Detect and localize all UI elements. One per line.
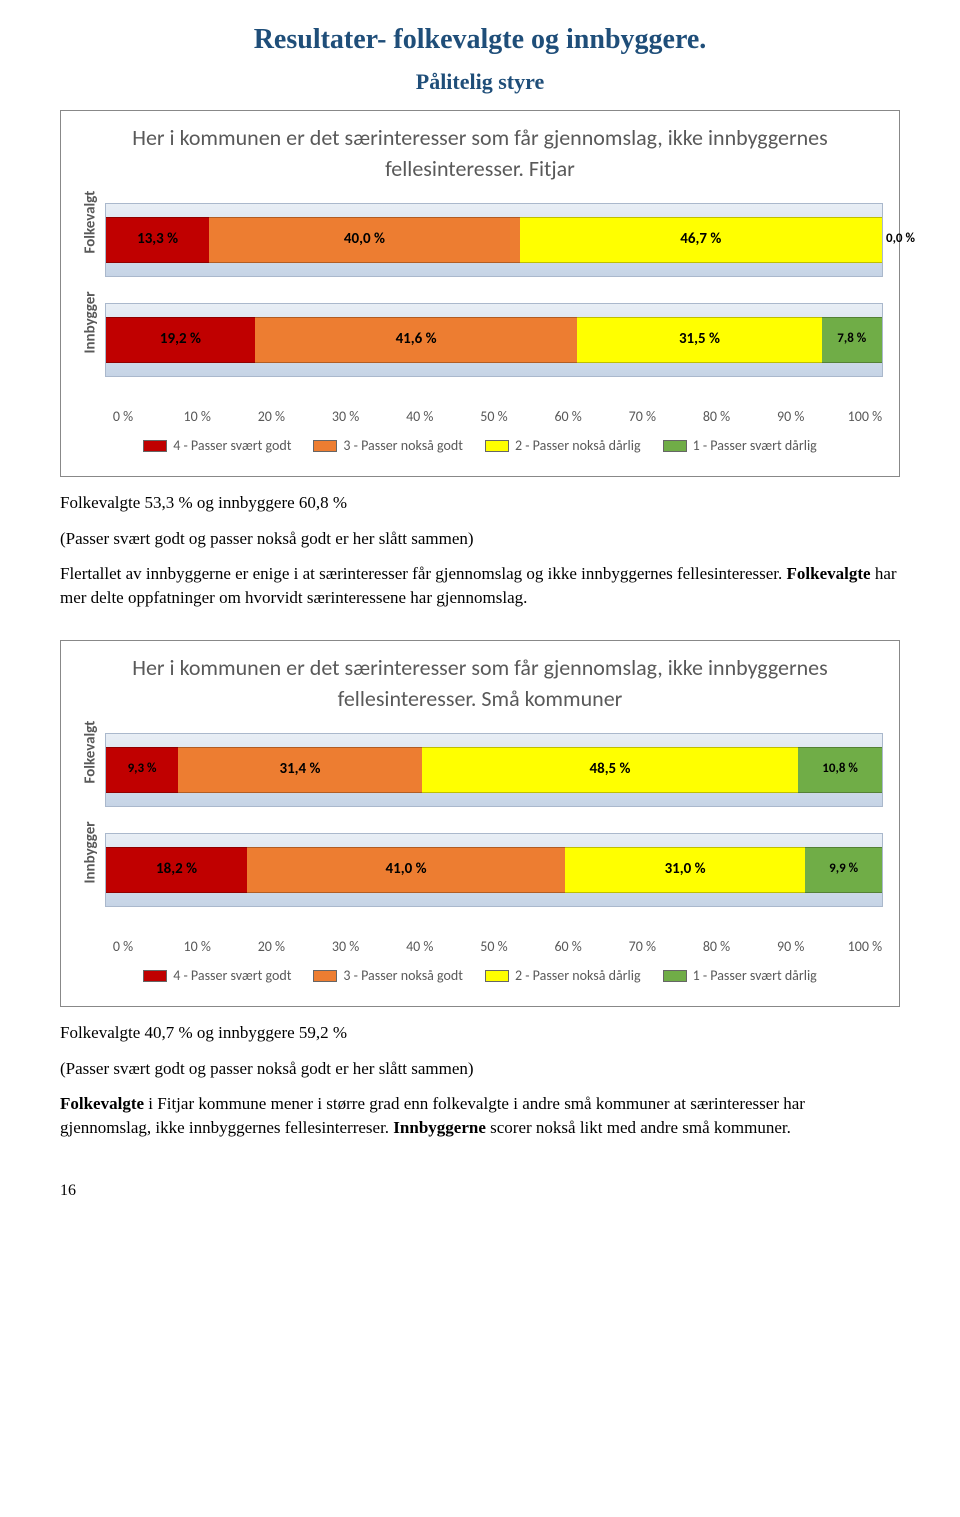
swatch-4 xyxy=(143,970,167,982)
x-tick: 60 % xyxy=(550,937,586,957)
bar-segment: 9,3 % xyxy=(106,747,178,793)
chart-fitjar: Her i kommunen er det særinteresser som … xyxy=(60,110,900,477)
x-tick: 80 % xyxy=(699,937,735,957)
summary-3b: (Passer svært godt og passer nokså godt … xyxy=(60,1057,900,1081)
bar-segment: 10,8 % xyxy=(798,747,882,793)
swatch-2 xyxy=(485,440,509,452)
x-tick: 20 % xyxy=(253,407,289,427)
x-tick: 80 % xyxy=(699,407,735,427)
chart2-row-innbygger: Innbygger 18,2 %41,0 %31,0 %9,9 % xyxy=(77,833,883,907)
legend-label: 3 - Passer nokså godt xyxy=(343,436,463,456)
bar-segment: 18,2 % xyxy=(106,847,247,893)
legend-label: 4 - Passer svært godt xyxy=(173,436,291,456)
bar-segment: 31,0 % xyxy=(565,847,805,893)
bar-track: 18,2 %41,0 %31,0 %9,9 % xyxy=(105,833,883,907)
axis-label-innbygger: Innbygger xyxy=(81,856,102,884)
bar-segment: 40,0 % xyxy=(209,217,519,263)
x-tick: 30 % xyxy=(328,407,364,427)
legend: 4 - Passer svært godt 3 - Passer nokså g… xyxy=(77,966,883,986)
bar-segment: 31,4 % xyxy=(178,747,422,793)
bar-segment: 9,9 % xyxy=(805,847,882,893)
bar-segment: 7,8 % xyxy=(822,317,882,363)
x-axis: 0 % 10 % 20 % 30 % 40 % 50 % 60 % 70 % 80 % 90 % 1… xyxy=(105,933,883,967)
x-axis: 0 % 10 % 20 % 30 % 40 % 50 % 60 % 70 % 80 % 90 % 1… xyxy=(105,403,883,437)
legend-label: 3 - Passer nokså godt xyxy=(343,966,463,986)
summary-3a: Folkevalgte 40,7 % og innbyggere 59,2 % xyxy=(60,1021,900,1045)
x-tick: 30 % xyxy=(328,937,364,957)
chart1-row-innbygger: Innbygger 19,2 %41,6 %31,5 %7,8 % xyxy=(77,303,883,377)
page-number: 16 xyxy=(60,1180,900,1202)
bar-stack: 19,2 %41,6 %31,5 %7,8 % xyxy=(106,317,882,363)
bar-segment: 46,7 % xyxy=(520,217,882,263)
page-title: Resultater- folkevalgte og innbyggere. xyxy=(60,20,900,59)
axis-label-folkevalgt: Folkevalgt xyxy=(81,226,102,254)
chart2-title: Her i kommunen er det særinteresser som … xyxy=(77,653,883,715)
x-tick: 20 % xyxy=(253,937,289,957)
para-2: Flertallet av innbyggerne er enige i at … xyxy=(60,562,900,610)
summary-1b: (Passer svært godt og passer nokså godt … xyxy=(60,527,900,551)
legend-item-4: 4 - Passer svært godt xyxy=(143,966,291,986)
swatch-1 xyxy=(663,440,687,452)
bar-segment: 48,5 % xyxy=(422,747,798,793)
bar-track: 13,3 %40,0 %46,7 %0,0 % xyxy=(105,203,883,277)
x-tick: 40 % xyxy=(402,937,438,957)
x-tick: 100 % xyxy=(847,937,883,957)
chart1-title: Her i kommunen er det særinteresser som … xyxy=(77,123,883,185)
legend-label: 1 - Passer svært dårlig xyxy=(693,966,817,986)
bar-segment: 13,3 % xyxy=(106,217,209,263)
legend-item-4: 4 - Passer svært godt xyxy=(143,436,291,456)
x-tick: 90 % xyxy=(773,407,809,427)
swatch-3 xyxy=(313,970,337,982)
x-tick: 70 % xyxy=(624,937,660,957)
chart2-row-folkevalgt: Folkevalgt 9,3 %31,4 %48,5 %10,8 % xyxy=(77,733,883,807)
x-tick: 100 % xyxy=(847,407,883,427)
x-tick: 0 % xyxy=(105,407,141,427)
x-tick: 10 % xyxy=(179,407,215,427)
legend-item-1: 1 - Passer svært dårlig xyxy=(663,436,817,456)
legend-item-3: 3 - Passer nokså godt xyxy=(313,966,463,986)
bar-segment: 41,6 % xyxy=(255,317,578,363)
swatch-4 xyxy=(143,440,167,452)
chart1-row-folkevalgt: Folkevalgt 13,3 %40,0 %46,7 %0,0 % xyxy=(77,203,883,277)
legend-item-2: 2 - Passer nokså dårlig xyxy=(485,436,641,456)
bar-stack: 13,3 %40,0 %46,7 %0,0 % xyxy=(106,217,882,263)
legend-item-1: 1 - Passer svært dårlig xyxy=(663,966,817,986)
x-tick: 0 % xyxy=(105,937,141,957)
bar-stack: 9,3 %31,4 %48,5 %10,8 % xyxy=(106,747,882,793)
legend-item-2: 2 - Passer nokså dårlig xyxy=(485,966,641,986)
legend-label: 2 - Passer nokså dårlig xyxy=(515,436,641,456)
x-tick: 70 % xyxy=(624,407,660,427)
x-tick: 40 % xyxy=(402,407,438,427)
legend-item-3: 3 - Passer nokså godt xyxy=(313,436,463,456)
legend-label: 1 - Passer svært dårlig xyxy=(693,436,817,456)
legend: 4 - Passer svært godt 3 - Passer nokså g… xyxy=(77,436,883,456)
legend-label: 2 - Passer nokså dårlig xyxy=(515,966,641,986)
swatch-2 xyxy=(485,970,509,982)
chart-smaa-kommuner: Her i kommunen er det særinteresser som … xyxy=(60,640,900,1007)
swatch-1 xyxy=(663,970,687,982)
x-tick: 50 % xyxy=(476,937,512,957)
bar-track: 19,2 %41,6 %31,5 %7,8 % xyxy=(105,303,883,377)
bar-stack: 18,2 %41,0 %31,0 %9,9 % xyxy=(106,847,882,893)
subtitle: Pålitelig styre xyxy=(60,67,900,98)
x-tick: 60 % xyxy=(550,407,586,427)
bar-segment: 41,0 % xyxy=(247,847,565,893)
summary-1a: Folkevalgte 53,3 % og innbyggere 60,8 % xyxy=(60,491,900,515)
axis-label-innbygger: Innbygger xyxy=(81,326,102,354)
x-tick: 50 % xyxy=(476,407,512,427)
x-tick: 10 % xyxy=(179,937,215,957)
axis-label-folkevalgt: Folkevalgt xyxy=(81,756,102,784)
bar-segment: 31,5 % xyxy=(577,317,821,363)
legend-label: 4 - Passer svært godt xyxy=(173,966,291,986)
x-tick: 90 % xyxy=(773,937,809,957)
swatch-3 xyxy=(313,440,337,452)
para-4: Folkevalgte i Fitjar kommune mener i stø… xyxy=(60,1092,900,1140)
bar-segment: 19,2 % xyxy=(106,317,255,363)
bar-track: 9,3 %31,4 %48,5 %10,8 % xyxy=(105,733,883,807)
